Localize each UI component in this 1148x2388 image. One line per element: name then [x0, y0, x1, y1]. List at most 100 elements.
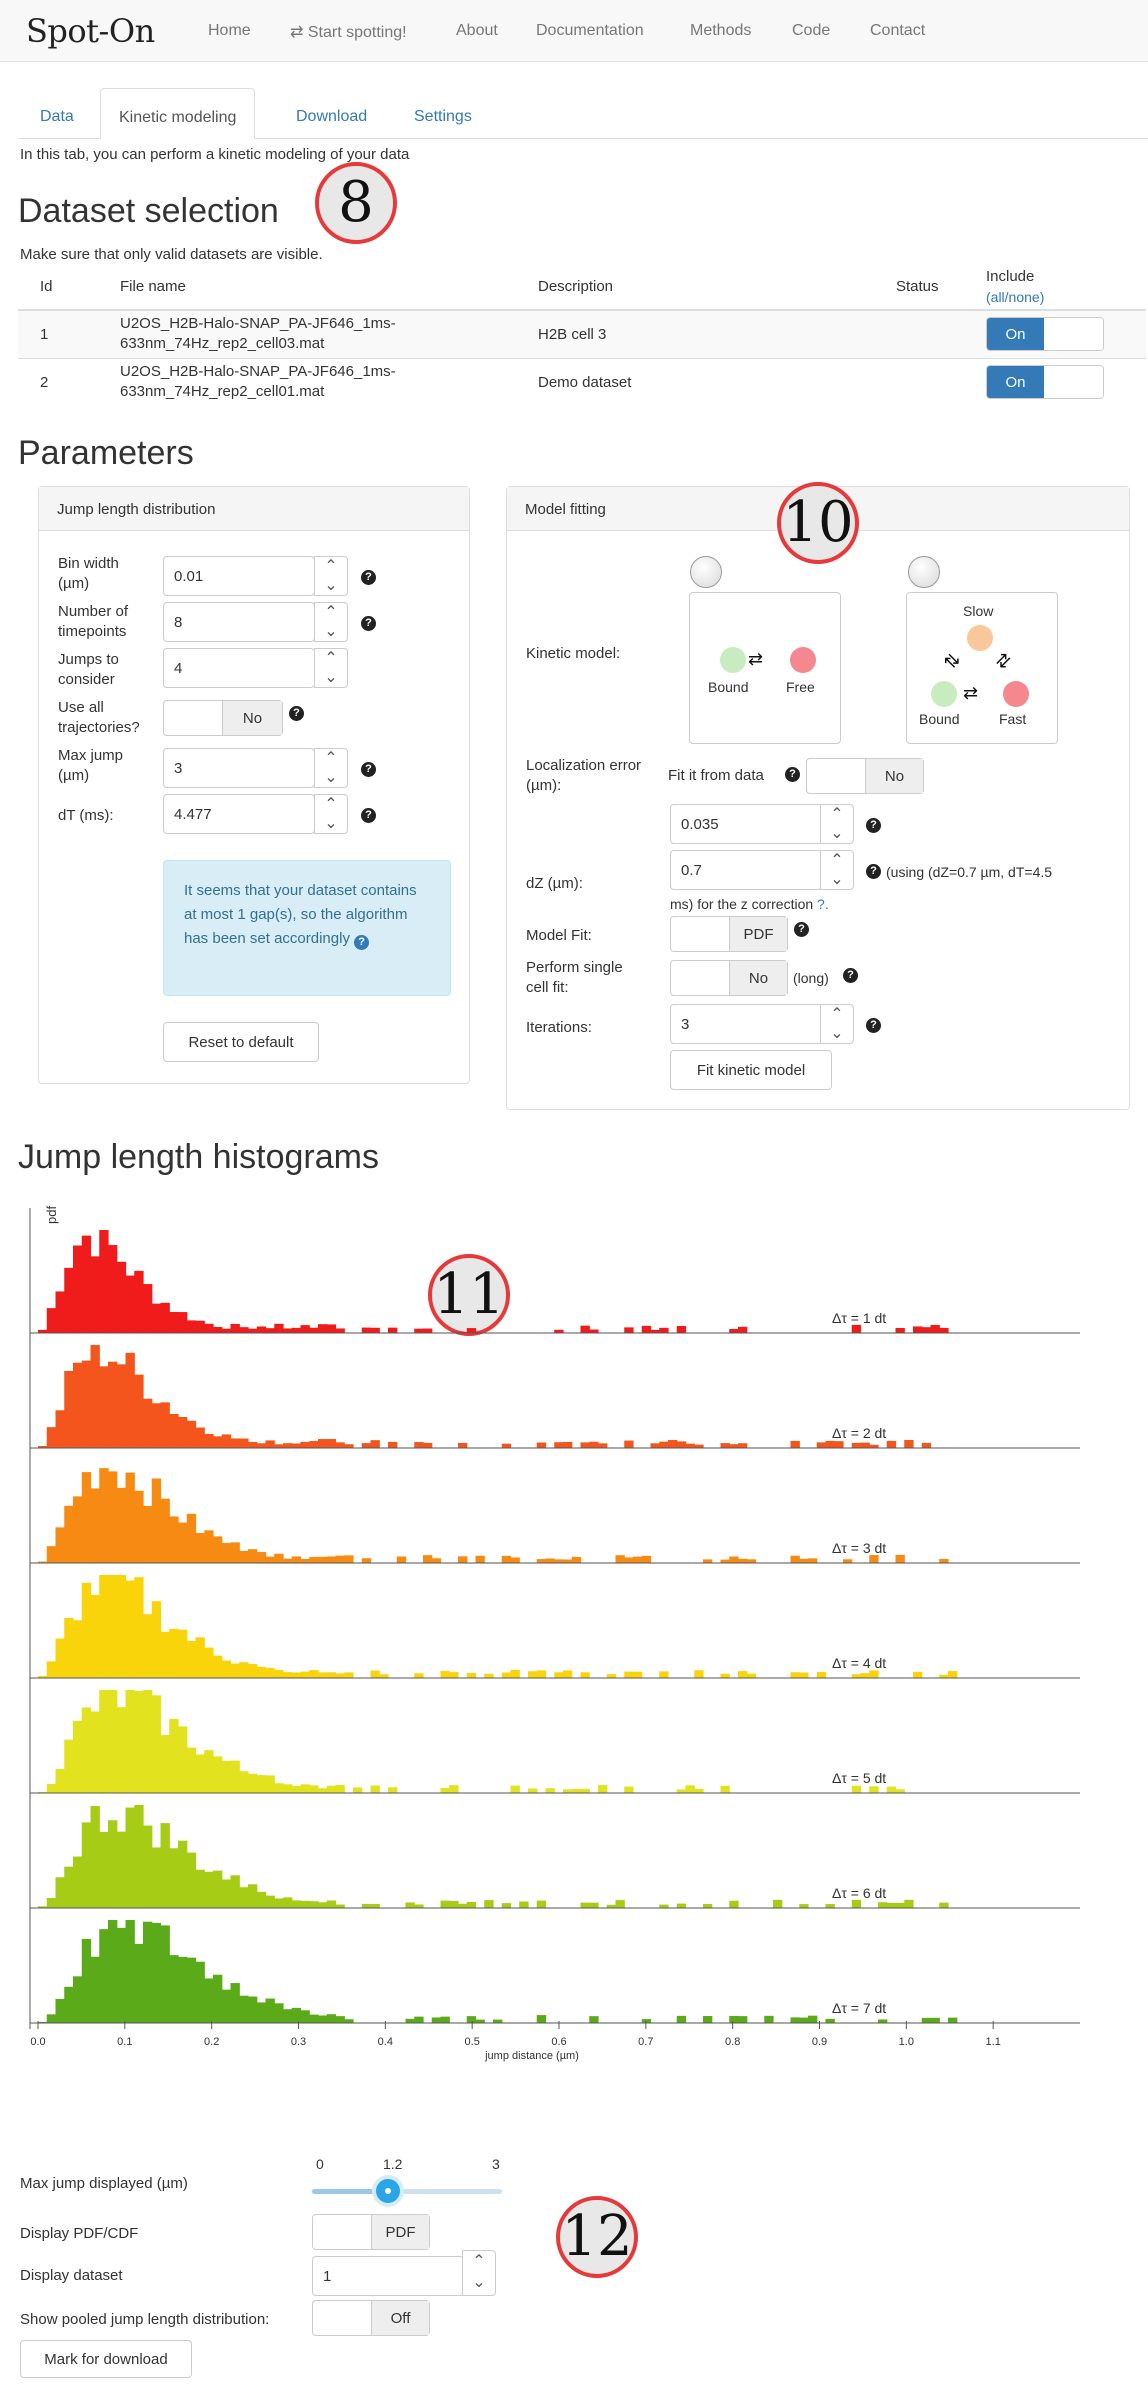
histogram-bar	[274, 1670, 284, 1678]
help-icon[interactable]: ?	[843, 968, 858, 983]
single-cell-switch[interactable]: No	[670, 960, 788, 996]
histogram-bar	[318, 1902, 328, 1908]
histogram-bar	[64, 1370, 74, 1448]
histogram-series	[38, 1468, 958, 1563]
switch-blank	[671, 961, 729, 995]
nav-methods[interactable]: Methods	[690, 22, 752, 39]
max-jump-input[interactable]: 3	[163, 748, 315, 788]
pdf-cdf-switch[interactable]: PDF	[312, 2214, 430, 2250]
iterations-spinner[interactable]: ⌃ ⌄	[820, 1004, 854, 1044]
tab-settings[interactable]: Settings	[414, 108, 472, 125]
help-icon[interactable]: ?	[866, 864, 881, 879]
two-state-model-diagram[interactable]: ⇄ Bound Free	[689, 592, 841, 744]
help-icon[interactable]: ?	[361, 762, 376, 777]
histogram-bar	[116, 1487, 127, 1563]
histogram-bar	[335, 1673, 345, 1678]
bin-width-input[interactable]: 0.01	[163, 556, 315, 596]
help-icon[interactable]: ?	[354, 935, 370, 950]
max-jump-spinner[interactable]: ⌃ ⌄	[314, 748, 348, 788]
help-icon[interactable]: ?	[785, 767, 800, 782]
display-dataset-input[interactable]: 1	[312, 2256, 464, 2296]
histogram-bar	[405, 2018, 415, 2023]
iterations-input[interactable]: 3	[670, 1004, 822, 1044]
help-icon[interactable]: ?	[866, 818, 881, 833]
two-state-model-radio[interactable]	[690, 556, 722, 588]
histogram-bar	[379, 1674, 389, 1678]
dt-input[interactable]: 4.477	[163, 794, 315, 834]
histogram-bar	[921, 2017, 932, 2023]
nav-contact[interactable]: Contact	[870, 22, 926, 39]
histogram-bar	[790, 1555, 800, 1563]
histogram-bar	[449, 1900, 459, 1908]
timepoints-input[interactable]: 8	[163, 602, 315, 642]
histogram-bar	[125, 1580, 135, 1678]
histogram-bar	[151, 1695, 162, 1793]
tab-data[interactable]: Data	[40, 108, 74, 125]
histogram-bar	[160, 1925, 170, 2023]
histogram-bar	[318, 1672, 328, 1678]
jumps-input[interactable]: 4	[163, 648, 315, 688]
fit-from-data-switch[interactable]: No	[806, 758, 924, 794]
help-icon[interactable]: ?	[289, 706, 304, 721]
row-description: H2B cell 3	[516, 309, 896, 358]
histogram-bar	[221, 1760, 232, 1793]
jumps-spinner[interactable]: ⌃ ⌄	[314, 648, 348, 688]
nav-code[interactable]: Code	[792, 22, 831, 39]
histogram-bar	[729, 1900, 739, 1908]
histogram-bar	[860, 1442, 870, 1448]
z-correction-help-link[interactable]: ?.	[817, 896, 829, 912]
help-icon[interactable]: ?	[866, 1018, 881, 1033]
help-icon[interactable]: ?	[794, 922, 809, 937]
include-toggle[interactable]: On	[986, 317, 1104, 352]
mark-for-download-button[interactable]: Mark for download	[20, 2340, 192, 2378]
histogram-bar	[55, 1291, 65, 1333]
pooled-distribution-switch[interactable]: Off	[312, 2300, 430, 2336]
use-all-label-line1: Use all	[58, 699, 104, 716]
histogram-bar	[536, 1900, 547, 1908]
timepoints-spinner[interactable]: ⌃ ⌄	[314, 602, 348, 642]
dataset-note: Make sure that only valid datasets are v…	[20, 246, 323, 263]
histogram-bar	[256, 1443, 267, 1448]
histogram-bar	[431, 1558, 442, 1563]
help-icon[interactable]: ?	[361, 616, 376, 631]
localization-error-spinner[interactable]: ⌃ ⌄	[820, 804, 854, 844]
histogram-bar	[414, 2016, 424, 2023]
nav-about[interactable]: About	[456, 22, 498, 39]
reset-default-button[interactable]: Reset to default	[163, 1022, 319, 1062]
localization-error-input[interactable]: 0.035	[670, 804, 822, 844]
slider-track[interactable]	[312, 2189, 502, 2194]
help-icon[interactable]: ?	[361, 570, 376, 585]
dt-spinner[interactable]: ⌃ ⌄	[314, 794, 348, 834]
histogram-bar	[694, 1788, 704, 1793]
tab-kinetic-modeling[interactable]: Kinetic modeling	[100, 88, 256, 139]
display-dataset-spinner[interactable]: ⌃ ⌄	[462, 2250, 496, 2296]
fit-kinetic-model-button[interactable]: Fit kinetic model	[670, 1050, 832, 1090]
histogram-bar	[571, 1788, 582, 1793]
slider-handle-dot	[385, 2188, 391, 2194]
nav-home[interactable]: Home	[208, 22, 251, 39]
histogram-bar	[703, 1559, 713, 1563]
bin-width-spinner[interactable]: ⌃ ⌄	[314, 556, 348, 596]
include-toggle[interactable]: On	[986, 365, 1104, 400]
brand-logo[interactable]: Spot-On	[26, 12, 155, 50]
model-fit-switch[interactable]: PDF	[670, 916, 788, 952]
histogram-bar	[738, 1671, 748, 1678]
nav-documentation[interactable]: Documentation	[536, 22, 644, 39]
three-state-model-radio[interactable]	[908, 556, 940, 588]
histogram-bar	[265, 1775, 275, 1793]
three-state-model-diagram[interactable]: Slow ⇅ ⇅ ⇄ Bound Fast	[906, 592, 1058, 744]
tab-download[interactable]: Download	[296, 108, 368, 125]
nav-start-spotting[interactable]: ⇄ Start spotting!	[290, 24, 407, 41]
histogram-bar	[816, 1442, 827, 1448]
jump-length-histograms-title: Jump length histograms	[18, 1138, 379, 1176]
gap-info-text: It seems that your dataset contains at m…	[184, 882, 417, 947]
all-none-link[interactable]: (all/none)	[986, 288, 1045, 305]
dz-spinner[interactable]: ⌃ ⌄	[820, 850, 854, 890]
histogram-bar	[335, 1904, 345, 1908]
help-icon[interactable]: ?	[361, 808, 376, 823]
histogram-bar	[221, 1543, 232, 1563]
use-all-switch[interactable]: No	[163, 700, 283, 736]
histogram-bar	[38, 1906, 48, 1908]
dz-input[interactable]: 0.7	[670, 850, 822, 890]
slider-handle[interactable]	[372, 2175, 404, 2207]
